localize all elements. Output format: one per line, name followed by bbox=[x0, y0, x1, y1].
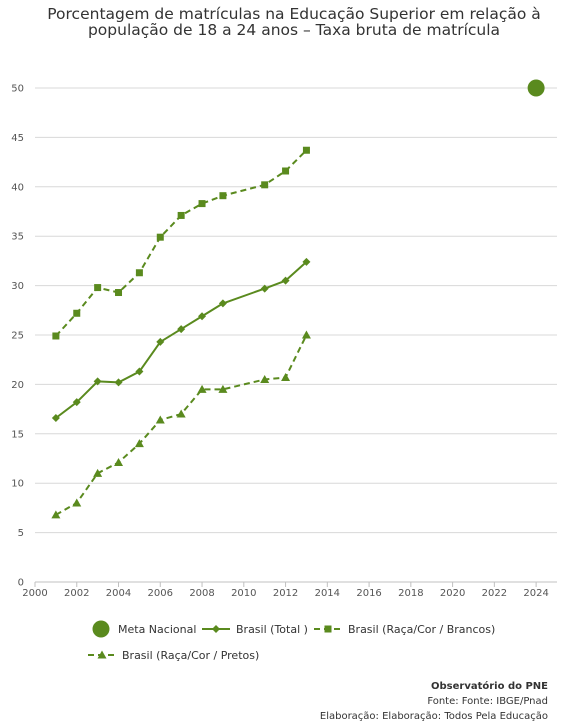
x-tick-label: 2002 bbox=[64, 588, 89, 599]
x-tick-label: 2020 bbox=[440, 588, 465, 599]
data-point bbox=[281, 372, 291, 381]
data-point bbox=[302, 257, 311, 266]
x-axis: 2000 2002 2004 2006 2008 2010 2012 2014 2016 2018… bbox=[22, 581, 557, 599]
legend-item-brasil-total[interactable]: Brasil (Total ) bbox=[202, 619, 308, 639]
data-point bbox=[302, 146, 310, 154]
data-point bbox=[73, 309, 81, 317]
data-point bbox=[198, 312, 207, 321]
credits-elaboration: Elaboração: Elaboração: Todos Pela Educa… bbox=[319, 711, 548, 722]
x-tick-label: 2000 bbox=[22, 588, 47, 599]
y-tick-label: 40 bbox=[11, 182, 24, 193]
data-point bbox=[177, 325, 186, 334]
data-point bbox=[177, 211, 185, 219]
legend-item-brasil-pretos[interactable]: Brasil (Raça/Cor / Pretos) bbox=[88, 645, 259, 665]
legend-item-brasil-brancos[interactable]: Brasil (Raça/Cor / Brancos) bbox=[314, 619, 495, 639]
y-tick-label: 25 bbox=[11, 331, 24, 342]
circle-marker-icon bbox=[92, 620, 110, 638]
data-point bbox=[198, 200, 206, 208]
data-point bbox=[218, 384, 228, 393]
credits-source: Fonte: Fonte: IBGE/Pnad bbox=[427, 696, 548, 707]
series-line bbox=[55, 149, 308, 337]
data-point bbox=[282, 167, 290, 175]
series-layer bbox=[51, 79, 545, 519]
x-tick-label: 2006 bbox=[148, 588, 173, 599]
y-tick-label: 20 bbox=[11, 380, 24, 391]
data-point bbox=[219, 192, 227, 200]
series-2 bbox=[52, 146, 310, 340]
series-line bbox=[55, 261, 308, 419]
series-1 bbox=[51, 257, 311, 422]
y-axis: 0 5 10 15 20 25 30 35 40 45 50 bbox=[11, 84, 24, 589]
x-tick-label: 2004 bbox=[106, 588, 131, 599]
x-tick-label: 2024 bbox=[523, 588, 548, 599]
y-tick-label: 15 bbox=[11, 429, 24, 440]
data-point bbox=[114, 378, 123, 387]
data-point bbox=[301, 330, 311, 339]
x-tick-label: 2012 bbox=[273, 588, 298, 599]
y-tick-label: 0 bbox=[18, 578, 24, 589]
square-marker-icon bbox=[314, 625, 342, 633]
data-point bbox=[51, 413, 60, 422]
y-tick-label: 5 bbox=[18, 528, 24, 539]
data-point bbox=[281, 276, 290, 285]
chart-title-line-2: população de 18 a 24 anos – Taxa bruta d… bbox=[87, 21, 501, 39]
gridlines bbox=[35, 87, 557, 583]
data-point bbox=[115, 289, 123, 297]
data-point bbox=[156, 233, 164, 241]
legend-label-brasil-brancos: Brasil (Raça/Cor / Brancos) bbox=[348, 622, 496, 636]
series-3 bbox=[51, 330, 311, 519]
data-point bbox=[93, 377, 102, 386]
x-tick-label: 2010 bbox=[231, 588, 256, 599]
diamond-marker-icon bbox=[202, 625, 230, 633]
legend-label-brasil-total: Brasil (Total ) bbox=[236, 622, 308, 636]
x-tick-label: 2018 bbox=[398, 588, 423, 599]
y-tick-label: 50 bbox=[11, 84, 24, 95]
data-point bbox=[93, 468, 103, 477]
x-tick-label: 2008 bbox=[189, 588, 214, 599]
credits-organization: Observatório do PNE bbox=[431, 681, 548, 692]
x-tick-label: 2016 bbox=[356, 588, 381, 599]
data-point bbox=[155, 415, 165, 424]
credits: Observatório do PNE Fonte: Fonte: IBGE/P… bbox=[320, 679, 548, 724]
data-point bbox=[72, 498, 82, 507]
data-point bbox=[156, 337, 165, 346]
y-tick-label: 30 bbox=[11, 281, 24, 292]
data-point bbox=[134, 439, 144, 448]
data-point bbox=[114, 457, 124, 466]
x-tick-label: 2014 bbox=[315, 588, 340, 599]
triangle-marker-icon bbox=[88, 650, 116, 659]
data-point bbox=[135, 269, 143, 277]
data-point bbox=[176, 409, 186, 418]
x-tick-label: 2022 bbox=[482, 588, 507, 599]
legend-item-meta-nacional[interactable]: Meta Nacional bbox=[90, 619, 196, 639]
data-point bbox=[197, 384, 207, 393]
data-point bbox=[52, 332, 60, 340]
data-point bbox=[260, 374, 270, 383]
legend-label-meta-nacional: Meta Nacional bbox=[118, 622, 197, 636]
data-point bbox=[261, 181, 269, 189]
data-point bbox=[51, 510, 61, 519]
series-0 bbox=[527, 79, 545, 97]
legend-label-brasil-pretos: Brasil (Raça/Cor / Pretos) bbox=[122, 648, 260, 662]
data-point bbox=[527, 79, 545, 97]
chart-title: Porcentagem de matrículas na Educação Su… bbox=[0, 6, 588, 38]
data-point bbox=[218, 299, 227, 308]
y-tick-label: 35 bbox=[11, 232, 24, 243]
data-point bbox=[94, 284, 102, 292]
data-point bbox=[72, 398, 81, 407]
data-point bbox=[260, 284, 269, 293]
y-tick-label: 10 bbox=[11, 479, 24, 490]
series-line bbox=[55, 334, 308, 516]
y-tick-label: 45 bbox=[11, 133, 24, 144]
data-point bbox=[135, 367, 144, 376]
chart-title-line-1: Porcentagem de matrículas na Educação Su… bbox=[47, 5, 541, 23]
